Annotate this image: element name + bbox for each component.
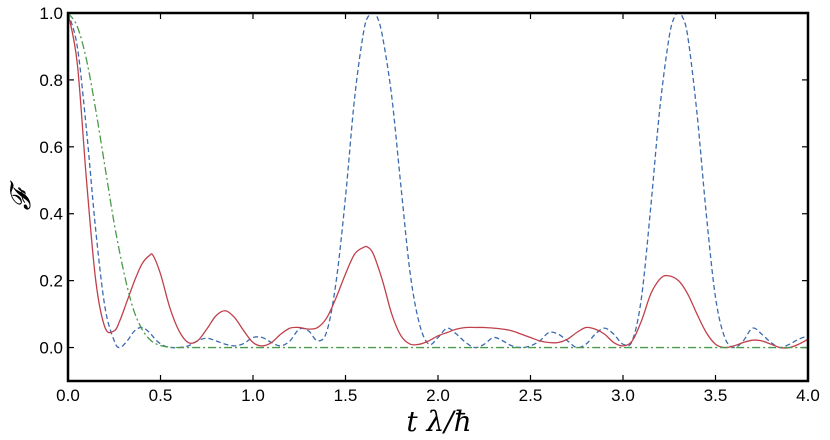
x-axis-label: t λ/ħ: [406, 405, 471, 438]
series-line-dashed: [68, 13, 808, 349]
y-tick-label: 0.4: [39, 205, 63, 224]
y-tick-label: 0.2: [39, 272, 63, 291]
y-tick-label: 0.6: [39, 138, 63, 157]
x-tick-label: 1.0: [241, 386, 265, 405]
x-tick-label: 2.5: [519, 386, 543, 405]
x-tick-label: 4.0: [796, 386, 820, 405]
tick-layer: [67, 12, 809, 381]
y-tick-label: 0.8: [39, 71, 63, 90]
series-line-solid: [68, 13, 808, 349]
y-tick-label: 1.0: [39, 4, 63, 23]
y-axis-label: 𝓕: [4, 180, 37, 210]
x-tick-label: 3.0: [611, 386, 635, 405]
series-line-dashdot: [68, 13, 808, 349]
plot-frame: [66, 11, 810, 383]
y-tick-label: 0.0: [39, 339, 63, 358]
x-tick-label: 1.5: [334, 386, 358, 405]
series-layer: [68, 13, 808, 349]
x-tick-label: 0.0: [56, 386, 80, 405]
x-tick-label: 0.5: [149, 386, 173, 405]
x-tick-label: 3.5: [704, 386, 728, 405]
x-tick-label: 2.0: [426, 386, 450, 405]
tick-label-layer: 0.0 0.5 1.0 1.5 2.0 2.5 3.0 3.5 4.0 0.0 0.2 0.4 0.6 0…: [39, 4, 819, 405]
